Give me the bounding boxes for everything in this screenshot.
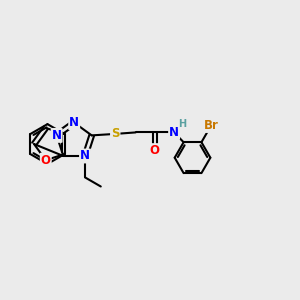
Text: N: N	[169, 126, 179, 139]
Text: Br: Br	[204, 119, 218, 132]
Text: H: H	[178, 119, 187, 129]
Text: O: O	[150, 144, 160, 157]
Text: N: N	[69, 116, 79, 129]
Text: N: N	[52, 129, 62, 142]
Text: O: O	[41, 154, 51, 167]
Text: S: S	[111, 128, 119, 140]
Text: N: N	[80, 149, 90, 163]
